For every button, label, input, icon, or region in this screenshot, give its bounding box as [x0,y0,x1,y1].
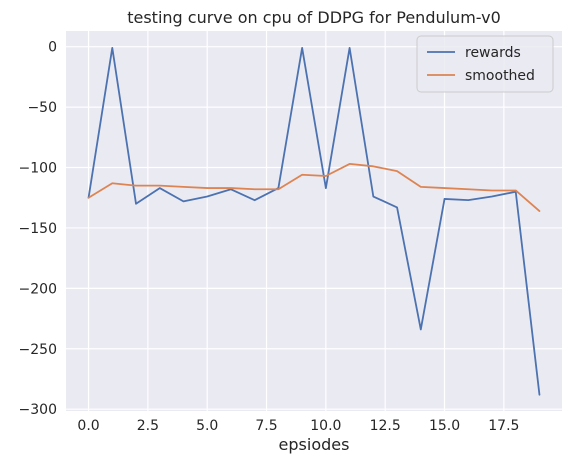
legend: rewards smoothed [416,35,554,93]
y-tick-label: −250 [19,342,57,358]
y-tick-label: −50 [27,100,57,116]
series-line-smoothed [87,163,541,212]
y-tick-labels: 0 −50 −100 −150 −200 −250 −300 [19,40,57,418]
y-tick-label: −100 [19,161,57,177]
y-tick-label: −300 [19,402,57,418]
y-tick-label: −150 [19,221,57,237]
legend-label: smoothed [465,68,535,84]
x-tick-label: 7.5 [255,418,277,434]
x-axis-label: epsiodes [279,435,350,454]
legend-box [416,35,554,93]
x-tick-label: 15.0 [429,418,460,434]
y-tick-label: 0 [48,40,57,56]
y-tick-label: −200 [19,281,57,297]
series-lines [87,47,541,396]
x-tick-labels: 0.0 2.5 5.0 7.5 10.0 12.5 15.0 17.5 [77,418,519,434]
x-tick-label: 5.0 [196,418,218,434]
x-tick-label: 0.0 [77,418,99,434]
chart-title: testing curve on cpu of DDPG for Pendulu… [127,8,501,27]
x-tick-label: 10.0 [310,418,341,434]
plot-background [66,31,562,411]
series-line-rewards [87,47,541,396]
x-tick-label: 2.5 [137,418,159,434]
grid [66,31,562,411]
x-tick-label: 17.5 [488,418,519,434]
legend-label: rewards [465,45,521,61]
x-tick-label: 12.5 [370,418,401,434]
